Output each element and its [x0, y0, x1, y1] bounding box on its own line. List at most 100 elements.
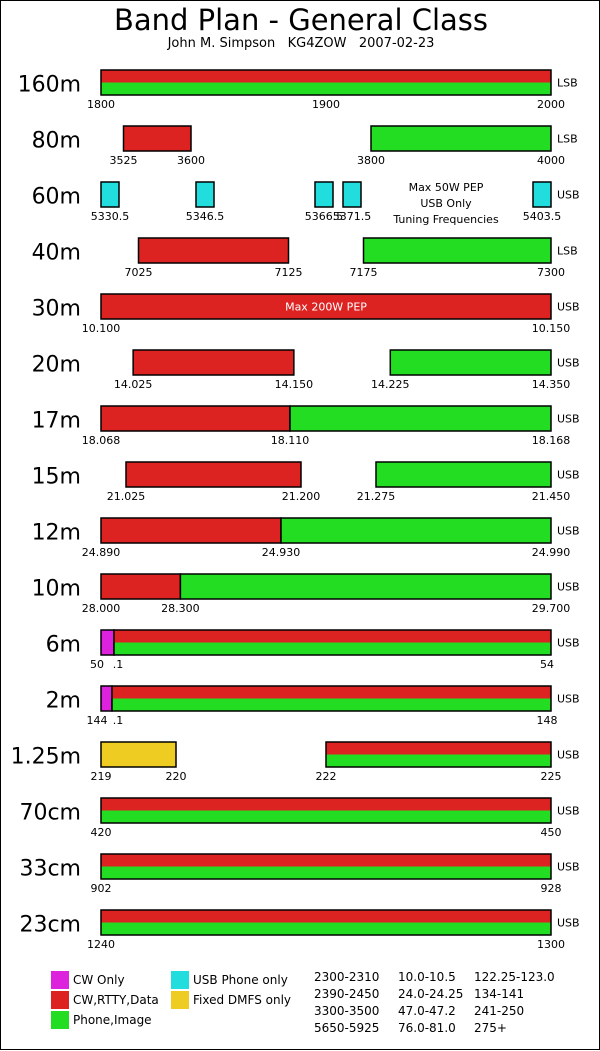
tick-label-20m: 14.225 [371, 378, 410, 391]
tick-label-6m: .1 [113, 658, 124, 671]
band-label-10m: 10m [32, 577, 81, 602]
tick-label-2m: 148 [537, 714, 558, 727]
band-mode-10m: USB [557, 581, 580, 594]
segment-1.25m-lower [326, 754, 551, 767]
segment-1.25m-outline [325, 741, 552, 768]
band-label-70cm: 70cm [19, 801, 81, 826]
segment-160m-outline [100, 69, 552, 96]
segment-6m-upper [114, 630, 551, 643]
annotation-30m: Max 200W PEP [285, 301, 367, 314]
segment-23cm-lower [101, 922, 551, 935]
tick-label-30m: 10.150 [532, 322, 571, 335]
tick-label-33cm: 928 [541, 882, 562, 895]
band-label-20m: 20m [32, 353, 81, 378]
tick-label-12m: 24.990 [532, 546, 571, 559]
band-mode-60m: USB [557, 189, 580, 202]
tick-label-40m: 7300 [537, 266, 565, 279]
note-60m: USB Only [420, 197, 472, 210]
tick-label-40m: 7125 [275, 266, 303, 279]
page-subtitle: John M. Simpson KG4ZOW 2007-02-23 [167, 36, 435, 51]
tick-label-80m: 3525 [110, 154, 138, 167]
band-label-60m: 60m [32, 185, 81, 210]
segment-15m [375, 461, 552, 488]
tick-label-23cm: 1300 [537, 938, 565, 951]
segment-20m [389, 349, 552, 376]
band-mode-12m: USB [557, 525, 580, 538]
segment-23cm-outline [100, 909, 552, 936]
tick-label-80m: 3600 [177, 154, 205, 167]
band-label-15m: 15m [32, 465, 81, 490]
band-mode-40m: LSB [557, 245, 578, 258]
segment-70cm-lower [101, 810, 551, 823]
band-mode-20m: USB [557, 357, 580, 370]
segment-33cm-outline [100, 853, 552, 880]
segment-33cm-upper [101, 854, 551, 867]
segment-1.25m-upper [326, 742, 551, 755]
segment-23cm-upper [101, 910, 551, 923]
band-mode-17m: USB [557, 413, 580, 426]
tick-label-80m: 3800 [357, 154, 385, 167]
tick-label-15m: 21.450 [532, 490, 571, 503]
segment-40m [362, 237, 552, 264]
tick-label-40m: 7025 [125, 266, 153, 279]
channel-block-60m [195, 181, 215, 208]
tick-label-1.25m: 220 [166, 770, 187, 783]
tick-label-60m: 5371.5 [333, 210, 372, 223]
segment-30m [100, 293, 552, 320]
segment-160m-lower [101, 82, 551, 95]
segment-70cm-upper [101, 798, 551, 811]
band-label-33cm: 33cm [19, 857, 81, 882]
segment-12m [280, 517, 552, 544]
tick-label-30m: 10.100 [82, 322, 121, 335]
note-60m: Tuning Frequencies [392, 213, 499, 226]
tick-label-60m: 5330.5 [91, 210, 130, 223]
band-label-30m: 30m [32, 297, 81, 322]
tick-label-6m: 54 [540, 658, 554, 671]
segment-17m [289, 405, 552, 432]
band-label-2m: 2m [46, 689, 81, 714]
band-mode-30m: USB [557, 301, 580, 314]
segment-15m [125, 461, 302, 488]
segment-160m-upper [101, 70, 551, 83]
tick-label-17m: 18.068 [82, 434, 121, 447]
band-mode-1.25m: USB [557, 749, 580, 762]
band-mode-70cm: USB [557, 805, 580, 818]
band-label-12m: 12m [32, 521, 81, 546]
band-label-80m: 80m [32, 129, 81, 154]
segment-80m [122, 125, 192, 152]
band-mode-23cm: USB [557, 917, 580, 930]
note-60m: Max 50W PEP [409, 181, 484, 194]
segment-33cm-lower [101, 866, 551, 879]
tick-label-1.25m: 225 [541, 770, 562, 783]
segment-2m-outline [111, 685, 552, 712]
segment-2m [100, 685, 113, 712]
band-label-6m: 6m [46, 633, 81, 658]
tick-label-80m: 4000 [537, 154, 565, 167]
tick-label-6m: 50 [90, 658, 104, 671]
segment-40m [137, 237, 290, 264]
tick-label-15m: 21.025 [107, 490, 146, 503]
segment-20m [132, 349, 295, 376]
tick-label-2m: 144 [87, 714, 108, 727]
tick-label-40m: 7175 [350, 266, 378, 279]
segment-10m [179, 573, 552, 600]
tick-label-1.25m: 222 [316, 770, 337, 783]
segment-6m [100, 629, 115, 656]
tick-label-17m: 18.168 [532, 434, 571, 447]
band-mode-6m: USB [557, 637, 580, 650]
tick-label-70cm: 420 [91, 826, 112, 839]
segment-17m [100, 405, 291, 432]
segment-12m [100, 517, 282, 544]
channel-block-60m [342, 181, 362, 208]
segment-10m [100, 573, 182, 600]
band-label-1.25m: 1.25m [11, 745, 81, 770]
band-mode-33cm: USB [557, 861, 580, 874]
segment-1.25m [100, 741, 177, 768]
band-mode-80m: LSB [557, 133, 578, 146]
tick-label-20m: 14.025 [114, 378, 153, 391]
tick-label-20m: 14.350 [532, 378, 571, 391]
channel-block-60m [100, 181, 120, 208]
tick-label-160m: 1800 [87, 98, 115, 111]
